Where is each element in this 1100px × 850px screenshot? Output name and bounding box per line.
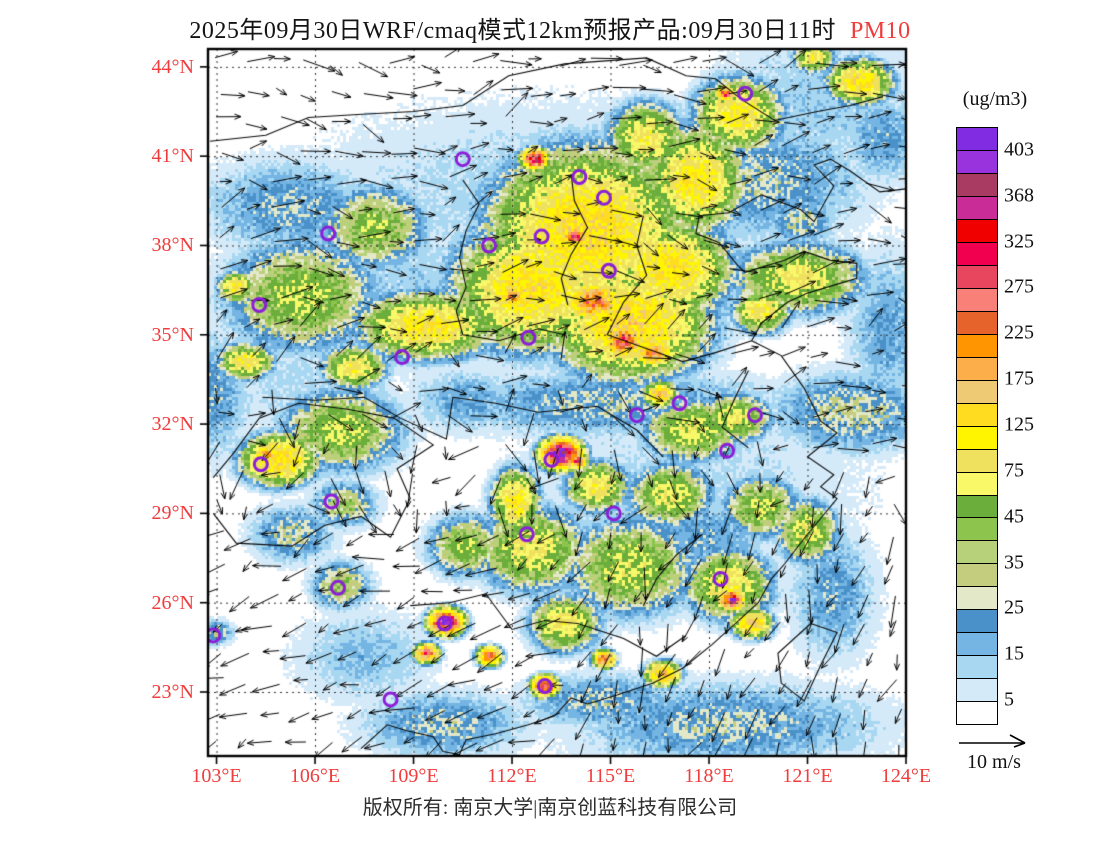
colorbar-swatch [957,656,997,680]
lat-tick-label: 41°N [151,145,194,168]
lon-tick-label: 106°E [289,765,341,787]
colorbar-swatch [957,587,997,611]
colorbar-tick-label: 5 [1004,688,1014,711]
colorbar-tick-label: 15 [1004,642,1024,665]
colorbar-swatch [957,311,997,335]
colorbar-swatch [957,242,997,266]
colorbar-swatch [957,426,997,450]
lat-tick-label: 29°N [151,502,194,525]
lon-tick-label: 109°E [388,765,439,787]
colorbar-tick-label: 125 [1004,413,1034,436]
lon-tick-label: 121°E [782,765,833,787]
copyright-footer: 版权所有: 南京大学|南京创蓝科技有限公司 [362,797,738,819]
colorbar-swatch [957,380,997,404]
lat-tick-label: 26°N [151,591,194,614]
colorbar-swatch [957,357,997,381]
colorbar-swatch [957,150,997,174]
colorbar-swatch [957,288,997,312]
colorbar-tick-label: 368 [1004,184,1034,207]
colorbar-swatch [957,449,997,473]
lat-tick-label: 32°N [151,413,194,436]
colorbar-swatch [957,518,997,542]
wind-reference-arrow-icon [959,734,1026,748]
wind-speed-label: 10 m/s [967,751,1021,773]
colorbar-tick-label: 175 [1004,367,1034,390]
colorbar-swatch [957,633,997,657]
colorbar-tick-label: 325 [1004,230,1034,253]
colorbar-tick-label: 403 [1004,138,1034,161]
colorbar-tick-label: 275 [1004,275,1034,298]
lon-tick-label: 115°E [585,765,636,787]
colorbar-tick-label: 225 [1004,321,1034,344]
colorbar-swatch [957,173,997,197]
lon-tick-label: 103°E [191,765,242,787]
colorbar-tick-label: 75 [1004,459,1024,482]
colorbar-swatch [957,610,997,634]
colorbar-swatch [957,495,997,519]
colorbar [956,127,998,725]
lon-tick-label: 124°E [880,765,932,787]
colorbar-swatch [957,265,997,289]
colorbar-tick-label: 35 [1004,551,1024,574]
pollutant-label: PM10 [849,18,911,44]
colorbar-tick-label: 25 [1004,596,1024,619]
colorbar-swatch [957,334,997,358]
colorbar-tick-label: 45 [1004,505,1024,528]
lon-tick-label: 118°E [684,765,734,787]
colorbar-swatch [957,219,997,243]
lat-tick-label: 23°N [151,680,194,703]
colorbar-swatch [957,702,997,725]
wind-legend: 10 m/s [934,731,1054,774]
colorbar-swatch [957,196,997,220]
colorbar-swatch [957,472,997,496]
colorbar-swatch [957,403,997,427]
colorbar-swatch [957,564,997,588]
colorbar-swatch [957,128,997,151]
lat-tick-label: 44°N [151,55,194,78]
title-text: 2025年09月30日WRF/cmaq模式12km预报产品:09月30日11时 [189,18,836,44]
lat-tick-label: 35°N [151,323,194,346]
page-title: 2025年09月30日WRF/cmaq模式12km预报产品:09月30日11时 P… [0,10,1100,45]
colorbar-unit-label: (ug/m3) [962,88,1028,110]
colorbar-swatch [957,541,997,565]
colorbar-swatch [957,679,997,703]
lon-tick-label: 112°E [487,765,537,787]
lat-tick-label: 38°N [151,234,194,257]
